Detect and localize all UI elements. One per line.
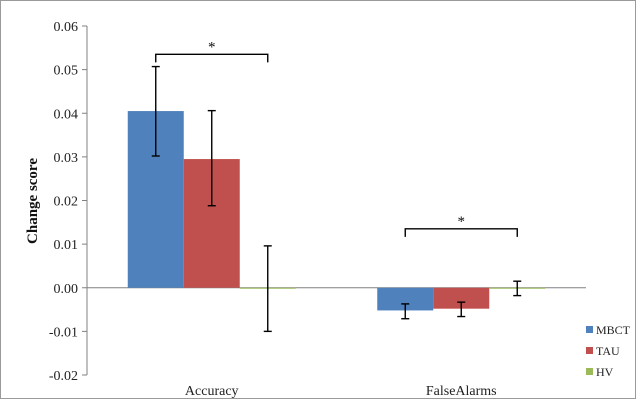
y-tick-label: 0.05 (54, 64, 79, 79)
legend: MBCT TAU HV (586, 323, 631, 379)
significance-bracket (155, 53, 269, 63)
significance-marker: * (458, 214, 466, 230)
significance-marker: * (208, 39, 216, 55)
bar-tau (433, 287, 490, 309)
bar-mbct (377, 287, 434, 311)
legend-label-tau: TAU (596, 344, 620, 358)
y-tick-label: 0.06 (54, 20, 79, 35)
y-tick-label: 0.00 (54, 282, 79, 297)
legend-swatch-mbct (586, 326, 593, 333)
y-axis-label: Change score (25, 158, 41, 244)
significance-bracket (404, 228, 518, 237)
y-tick-label: 0.01 (54, 238, 79, 253)
x-tick-label: Accuracy (185, 384, 239, 399)
x-tick-label: FalseAlarms (426, 384, 497, 399)
legend-swatch-tau (586, 347, 593, 354)
plot-area: 0.06 0.05 0.04 0.03 0.02 0.01 0.00 -0.01 -0.02 Ac… (49, 20, 586, 399)
y-tick-label: 0.03 (54, 151, 79, 166)
legend-label-mbct: MBCT (596, 323, 631, 337)
legend-label-hv: HV (596, 365, 614, 379)
y-tick-label: -0.02 (49, 369, 78, 384)
y-tick-label: -0.01 (49, 325, 78, 340)
legend-swatch-hv (586, 368, 593, 375)
y-tick-label: 0.02 (54, 195, 79, 210)
y-tick-label: 0.04 (54, 107, 79, 122)
